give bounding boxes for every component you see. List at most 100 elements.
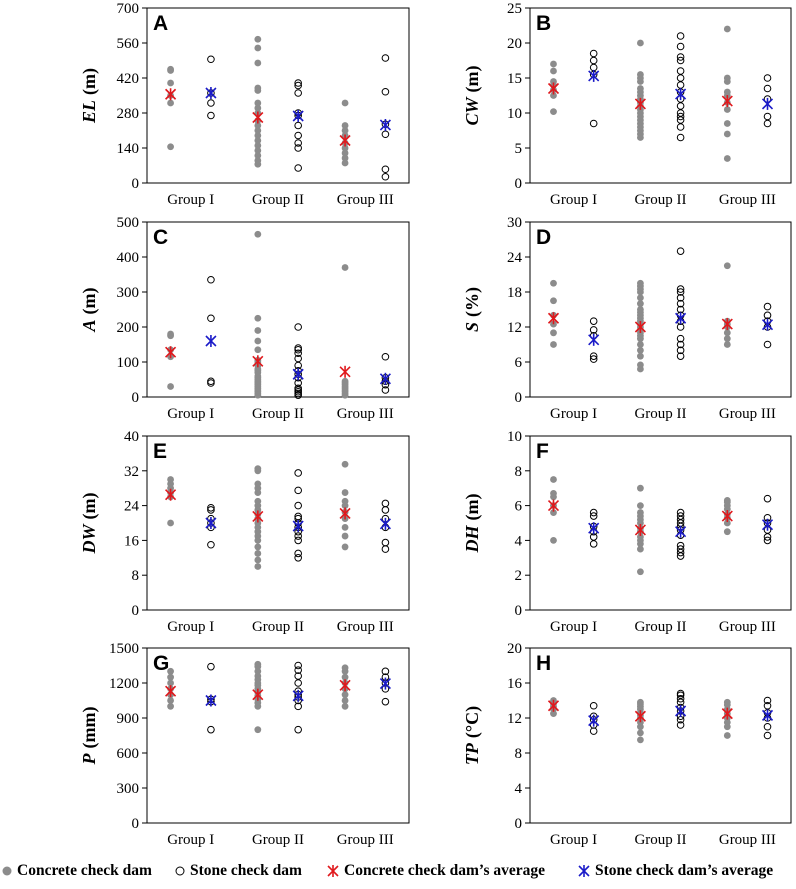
stone-point xyxy=(763,112,772,121)
concrete-point xyxy=(254,157,262,164)
stone-point xyxy=(676,299,685,308)
y-tick-label: 100 xyxy=(117,355,140,371)
concrete-point xyxy=(723,155,731,162)
stone-point xyxy=(294,89,302,97)
y-tick-label: 6 xyxy=(515,499,523,515)
stone-point xyxy=(676,545,685,553)
plot-frame xyxy=(529,221,792,398)
y-tick-label: 300 xyxy=(117,285,140,301)
concrete-point xyxy=(723,120,731,127)
panel-d: 0 6 12 18 24 30 Group I Group II Group III D S (%) xyxy=(462,215,792,422)
stone-point xyxy=(294,679,302,687)
stone-point xyxy=(381,386,390,394)
legend-concrete-label: Concrete check dam xyxy=(17,862,152,879)
y-tick-label: 15 xyxy=(507,71,522,87)
concrete-average-asterisk-icon xyxy=(327,865,339,878)
concrete-point xyxy=(167,667,174,675)
y-tick-label: 280 xyxy=(117,106,140,122)
concrete-average-marker xyxy=(165,346,177,359)
legend-stone-avg: Stone check dam’s average xyxy=(578,862,773,880)
stone-point xyxy=(589,701,598,710)
stone-point xyxy=(589,119,598,128)
stone-point xyxy=(294,144,302,152)
concrete-point xyxy=(723,496,731,504)
legend-concrete-avg: Concrete check dam’s average xyxy=(327,862,545,880)
concrete-point xyxy=(341,691,349,699)
concrete-point xyxy=(723,341,731,348)
stone-average-marker xyxy=(379,677,391,690)
x-category-label: Group I xyxy=(167,832,214,848)
stone-point xyxy=(294,344,302,352)
stone-point xyxy=(381,352,390,361)
y-tick-label: 20 xyxy=(507,641,522,657)
concrete-dot-icon xyxy=(2,866,12,876)
y-axis-label: TP (°C) xyxy=(462,706,483,765)
concrete-point xyxy=(637,341,644,348)
y-axis-label-variable: S xyxy=(462,322,482,332)
stone-point xyxy=(676,133,685,142)
stone-point xyxy=(763,701,772,710)
concrete-point xyxy=(167,65,174,73)
stone-point xyxy=(589,352,598,360)
concrete-point xyxy=(167,383,174,390)
stone-point xyxy=(676,53,685,61)
concrete-point xyxy=(723,698,731,706)
concrete-point xyxy=(167,143,174,151)
concrete-point xyxy=(254,99,262,107)
concrete-average-marker xyxy=(547,699,560,712)
concrete-point xyxy=(341,702,349,710)
stone-point xyxy=(676,541,685,550)
stone-point xyxy=(676,56,685,65)
y-tick-label: 600 xyxy=(117,746,140,762)
plot-frame xyxy=(529,7,792,184)
y-tick-label: 32 xyxy=(124,464,139,480)
stone-average-marker xyxy=(761,318,774,331)
y-tick-label: 1500 xyxy=(109,641,139,657)
y-tick-label: 25 xyxy=(507,1,522,17)
stone-average-marker xyxy=(205,335,217,347)
stone-point xyxy=(294,512,302,521)
concrete-point xyxy=(167,697,174,704)
stone-point xyxy=(294,666,302,674)
stone-point xyxy=(207,540,215,549)
stone-point xyxy=(294,702,302,711)
stone-point xyxy=(676,352,685,360)
concrete-point xyxy=(341,523,349,531)
concrete-point xyxy=(550,476,557,483)
stone-point xyxy=(676,32,685,40)
x-category-label: Group III xyxy=(337,406,394,422)
x-category-label: Group III xyxy=(337,192,394,208)
concrete-point xyxy=(341,122,349,129)
y-axis-label: EL (m) xyxy=(79,68,100,124)
concrete-average-marker xyxy=(721,95,733,108)
concrete-point xyxy=(723,130,731,138)
stone-average-marker xyxy=(588,333,600,346)
concrete-point xyxy=(254,660,262,668)
y-tick-label: 500 xyxy=(117,215,140,231)
y-tick-label: 8 xyxy=(515,746,523,762)
stone-point xyxy=(589,326,598,334)
y-tick-label: 140 xyxy=(117,141,140,157)
x-category-label: Group II xyxy=(634,406,686,422)
stone-point xyxy=(676,123,685,131)
y-tick-label: 420 xyxy=(117,71,140,87)
stone-point xyxy=(381,545,390,553)
stone-average-marker xyxy=(675,88,687,101)
stone-average-marker xyxy=(205,87,217,99)
concrete-point xyxy=(341,154,349,162)
stone-point xyxy=(763,311,772,320)
y-tick-label: 2 xyxy=(515,568,523,584)
y-tick-label: 6 xyxy=(515,355,523,371)
stone-point xyxy=(676,340,685,349)
concrete-point xyxy=(341,144,349,152)
stone-point xyxy=(676,102,685,110)
stone-point xyxy=(763,74,772,82)
concrete-average-marker xyxy=(634,321,646,333)
stone-point xyxy=(294,139,302,147)
concrete-point xyxy=(341,664,349,672)
y-tick-label: 18 xyxy=(507,285,522,301)
plot-frame xyxy=(529,647,792,824)
stone-circle-icon xyxy=(175,866,185,876)
concrete-point xyxy=(637,71,644,78)
concrete-point xyxy=(254,152,262,159)
